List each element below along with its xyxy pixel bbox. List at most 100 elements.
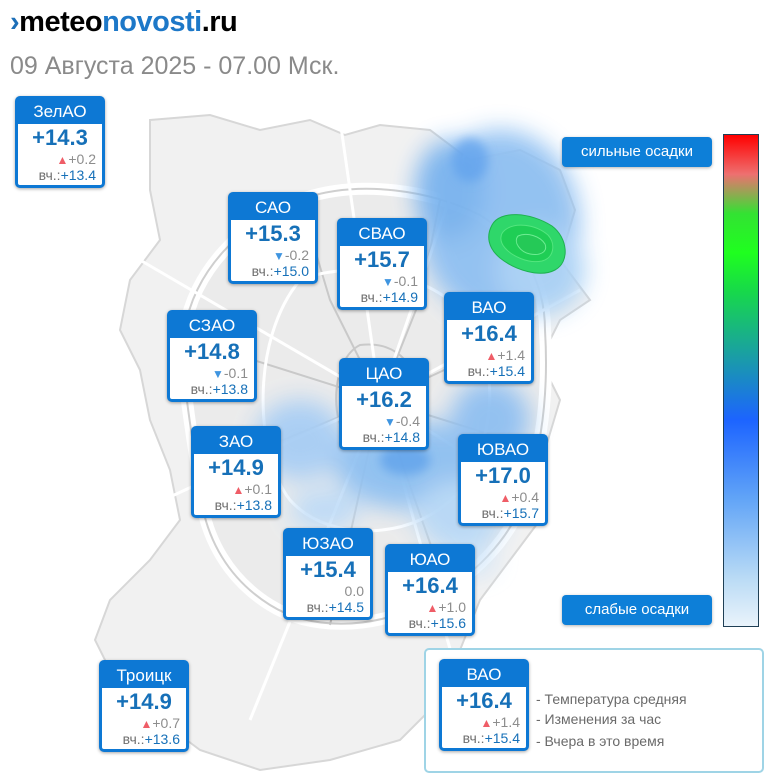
hourly-change: ▲+0.1 — [194, 481, 278, 497]
district-temperature: +15.7 — [354, 247, 410, 272]
district-card-troitsk[interactable]: Троицк +14.9 ▲+0.7 вч.:+13.6 — [99, 660, 189, 752]
district-temperature: +14.8 — [184, 339, 240, 364]
yesterday-value-row: вч.:+15.0 — [231, 263, 315, 281]
district-temperature: +16.4 — [456, 688, 512, 713]
precip-intensity-scale — [723, 134, 759, 627]
hourly-change: ▼-0.1 — [340, 273, 424, 289]
change-value: +0.4 — [511, 489, 539, 505]
yesterday-label: вч.: — [462, 730, 485, 746]
trend-up-icon: ▲ — [499, 491, 512, 505]
yesterday-label: вч.: — [408, 615, 431, 631]
logo-text-meteo: meteo — [19, 6, 103, 38]
yesterday-value-row: вч.:+15.7 — [461, 505, 545, 523]
district-card-yuzao[interactable]: ЮЗАО +15.4 0.0 вч.:+14.5 — [283, 528, 373, 620]
change-value: -0.4 — [395, 413, 420, 429]
yesterday-value-row: вч.:+13.8 — [194, 497, 278, 515]
change-value: +1.0 — [438, 599, 466, 615]
district-name: СЗАО — [170, 313, 254, 338]
trend-up-icon: ▲ — [485, 349, 498, 363]
legend-line-hourly-change: - Изменения за час — [536, 711, 662, 727]
logo-text-novosti: novosti — [102, 6, 202, 38]
hourly-change: ▲+0.4 — [461, 489, 545, 505]
yesterday-value-row: вч.:+14.9 — [340, 289, 424, 307]
yesterday-value: +13.8 — [236, 497, 272, 513]
district-card-sao[interactable]: САО +15.3 ▼-0.2 вч.:+15.0 — [228, 192, 318, 284]
yesterday-value: +15.7 — [503, 505, 539, 521]
district-card-szao[interactable]: СЗАО +14.8 ▼-0.1 вч.:+13.8 — [167, 310, 257, 402]
change-value: -0.1 — [393, 273, 418, 289]
district-name: ЗАО — [194, 429, 278, 454]
district-card-zelao[interactable]: ЗелАО +14.3 ▲+0.2 вч.:+13.4 — [15, 96, 105, 188]
change-value: -0.1 — [223, 365, 248, 381]
yesterday-value-row: вч.:+13.8 — [170, 381, 254, 399]
yesterday-label: вч.: — [38, 167, 61, 183]
yesterday-label: вч.: — [481, 505, 504, 521]
district-name: ЮЗАО — [286, 531, 370, 556]
change-value: +0.1 — [244, 481, 272, 497]
logo-text-domain: .ru — [201, 6, 238, 38]
logo-mark-icon: › — [10, 6, 20, 38]
yesterday-value-row: вч.:+15.4 — [442, 730, 526, 748]
district-name: ВАО — [442, 662, 526, 687]
yesterday-value: +13.8 — [212, 381, 248, 397]
site-logo[interactable]: ›meteonovosti.ru — [10, 6, 238, 39]
district-name: ЗелАО — [18, 99, 102, 124]
change-value: -0.2 — [284, 247, 309, 263]
yesterday-value-row: вч.:+14.8 — [342, 429, 426, 447]
district-temperature: +14.3 — [32, 125, 88, 150]
precipitation-strong-cell — [488, 214, 566, 274]
yesterday-value: +15.4 — [489, 363, 525, 379]
trend-down-icon: ▼ — [381, 275, 394, 289]
hourly-change: 0.0 — [286, 583, 370, 599]
trend-down-icon: ▼ — [272, 249, 285, 263]
yesterday-value: +15.6 — [430, 615, 466, 631]
change-value: 0.0 — [344, 583, 364, 599]
district-name: ЮАО — [388, 547, 472, 572]
district-name: СВАО — [340, 221, 424, 246]
yesterday-value-row: вч.:+13.4 — [18, 167, 102, 185]
change-value: +1.4 — [492, 714, 520, 730]
trend-down-icon: ▼ — [383, 415, 396, 429]
change-value: +0.7 — [152, 715, 180, 731]
yesterday-value: +14.8 — [384, 429, 420, 445]
yesterday-label: вч.: — [306, 599, 329, 615]
district-name: ВАО — [447, 295, 531, 320]
district-card-svao[interactable]: СВАО +15.7 ▼-0.1 вч.:+14.9 — [337, 218, 427, 310]
trend-up-icon: ▲ — [56, 153, 69, 167]
trend-down-icon: ▼ — [211, 367, 224, 381]
district-card-cao[interactable]: ЦАО +16.2 ▼-0.4 вч.:+14.8 — [339, 358, 429, 450]
district-temperature: +17.0 — [475, 463, 531, 488]
district-name: ЮВАО — [461, 437, 545, 462]
yesterday-label: вч.: — [251, 263, 274, 279]
trend-up-icon: ▲ — [140, 717, 153, 731]
legend-sample-card: ВАО +16.4 ▲+1.4 вч.:+15.4 — [439, 659, 529, 751]
yesterday-label: вч.: — [362, 429, 385, 445]
hourly-change: ▼-0.4 — [342, 413, 426, 429]
district-card-yuvao[interactable]: ЮВАО +17.0 ▲+0.4 вч.:+15.7 — [458, 434, 548, 526]
yesterday-label: вч.: — [214, 497, 237, 513]
report-datetime: 09 Августа 2025 - 07.00 Мск. — [10, 52, 340, 80]
trend-up-icon: ▲ — [426, 601, 439, 615]
district-name: САО — [231, 195, 315, 220]
yesterday-label: вч.: — [467, 363, 490, 379]
district-card-yuao[interactable]: ЮАО +16.4 ▲+1.0 вч.:+15.6 — [385, 544, 475, 636]
yesterday-label: вч.: — [122, 731, 145, 747]
yesterday-label: вч.: — [360, 289, 383, 305]
precip-scale-weak-label: слабые осадки — [562, 595, 712, 625]
district-temperature: +14.9 — [116, 689, 172, 714]
hourly-change: ▲+1.4 — [447, 347, 531, 363]
district-card-vao[interactable]: ВАО +16.4 ▲+1.4 вч.:+15.4 — [444, 292, 534, 384]
district-card-zao[interactable]: ЗАО +14.9 ▲+0.1 вч.:+13.8 — [191, 426, 281, 518]
district-name: ЦАО — [342, 361, 426, 386]
yesterday-value: +13.6 — [144, 731, 180, 747]
district-temperature: +16.2 — [356, 387, 412, 412]
precip-scale-strong-label: сильные осадки — [562, 137, 712, 167]
yesterday-value-row: вч.:+13.6 — [102, 731, 186, 749]
legend-line-average-temp: - Температура средняя — [536, 691, 687, 707]
yesterday-value: +14.5 — [328, 599, 364, 615]
hourly-change: ▲+0.2 — [18, 151, 102, 167]
yesterday-value-row: вч.:+15.4 — [447, 363, 531, 381]
change-value: +1.4 — [497, 347, 525, 363]
precipitation-medium — [380, 138, 488, 475]
